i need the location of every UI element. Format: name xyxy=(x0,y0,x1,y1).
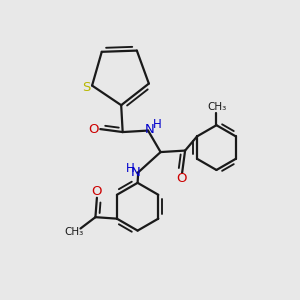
Text: H: H xyxy=(153,118,161,131)
Text: CH₃: CH₃ xyxy=(207,102,227,112)
Text: N: N xyxy=(144,123,154,136)
Text: CH₃: CH₃ xyxy=(64,226,83,236)
Text: O: O xyxy=(88,123,99,136)
Text: O: O xyxy=(91,185,102,198)
Text: O: O xyxy=(176,172,187,185)
Text: N: N xyxy=(130,167,140,179)
Text: S: S xyxy=(82,81,91,94)
Text: H: H xyxy=(126,162,135,175)
